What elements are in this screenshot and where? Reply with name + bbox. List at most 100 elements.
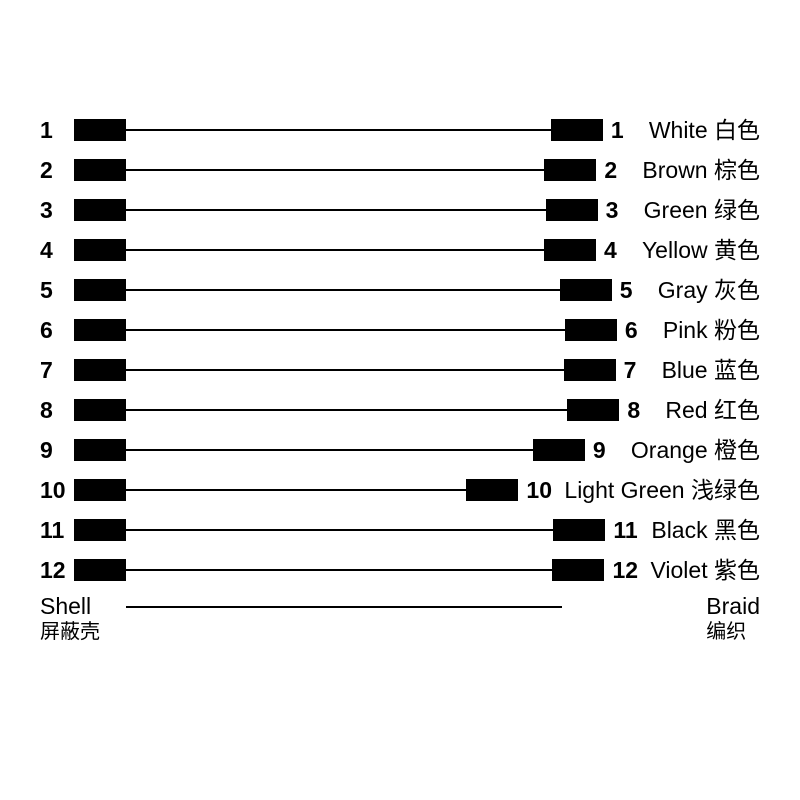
pin-row: 44Yellow 黄色 [40, 230, 760, 270]
pin-block-right [533, 439, 585, 461]
wiring-diagram: 11White 白色22Brown 棕色33Green 绿色44Yellow 黄… [40, 110, 760, 654]
pin-block-right [544, 239, 596, 261]
pin-row: 11White 白色 [40, 110, 760, 150]
pin-block-left [74, 199, 126, 221]
pin-row: 55Gray 灰色 [40, 270, 760, 310]
pin-color-en: Orange [631, 437, 708, 463]
pin-color-en: Light Green [564, 477, 684, 503]
pin-wire [126, 169, 544, 171]
pin-color-label: Orange 橙色 [625, 439, 760, 462]
pin-number-left: 9 [40, 439, 74, 462]
pin-block-right [551, 119, 603, 141]
pin-block-right [564, 359, 616, 381]
pin-row: 1010Light Green 浅绿色 [40, 470, 760, 510]
pin-color-label: Black 黑色 [645, 519, 760, 542]
pin-block-left [74, 559, 126, 581]
pin-block-right [546, 199, 598, 221]
shell-row: Shell 屏蔽壳 Braid 编织 [40, 594, 760, 654]
pin-number-right: 7 [616, 359, 656, 382]
pin-number-right: 3 [598, 199, 638, 222]
pin-color-label: White 白色 [643, 119, 760, 142]
pin-block-right [553, 519, 605, 541]
pin-block-left [74, 159, 126, 181]
pin-color-cn: 绿色 [714, 197, 760, 223]
braid-cn: 编织 [706, 621, 760, 643]
pin-row: 99Orange 橙色 [40, 430, 760, 470]
pin-wire [126, 449, 533, 451]
pin-wire [126, 489, 466, 491]
pin-number-left: 4 [40, 239, 74, 262]
pin-number-right: 6 [617, 319, 657, 342]
pin-color-label: Violet 紫色 [644, 559, 760, 582]
braid-en: Braid [706, 594, 760, 619]
pin-number-right: 11 [605, 519, 645, 542]
pin-color-cn: 黄色 [714, 237, 760, 263]
pin-color-en: Yellow [642, 237, 708, 263]
pin-row: 66Pink 粉色 [40, 310, 760, 350]
pin-row: 1111Black 黑色 [40, 510, 760, 550]
pin-block-right [565, 319, 617, 341]
pin-block-left [74, 119, 126, 141]
pin-block-right [560, 279, 612, 301]
pin-color-en: Gray [658, 277, 708, 303]
pin-color-cn: 红色 [714, 397, 760, 423]
pin-color-label: Brown 棕色 [636, 159, 760, 182]
pin-color-en: Black [651, 517, 707, 543]
pin-number-left: 3 [40, 199, 74, 222]
pin-block-left [74, 359, 126, 381]
pin-color-label: Gray 灰色 [652, 279, 760, 302]
pin-wire [126, 329, 565, 331]
pin-color-cn: 紫色 [714, 557, 760, 583]
pin-number-left: 5 [40, 279, 74, 302]
pin-row: 22Brown 棕色 [40, 150, 760, 190]
pin-color-label: Blue 蓝色 [656, 359, 760, 382]
pin-number-left: 10 [40, 479, 74, 502]
pin-block-right [567, 399, 619, 421]
pin-number-right: 12 [604, 559, 644, 582]
shell-cn: 屏蔽壳 [40, 621, 126, 643]
pin-number-right: 8 [619, 399, 659, 422]
shell-label-left: Shell 屏蔽壳 [40, 594, 126, 643]
pin-color-en: White [649, 117, 708, 143]
pin-wire [126, 529, 553, 531]
pin-block-left [74, 479, 126, 501]
pin-row: 88Red 红色 [40, 390, 760, 430]
pin-wire [126, 569, 552, 571]
pin-color-label: Yellow 黄色 [636, 239, 760, 262]
pin-wire [126, 409, 567, 411]
pin-color-en: Brown [642, 157, 707, 183]
pin-color-cn: 白色 [714, 117, 760, 143]
pin-color-cn: 粉色 [714, 317, 760, 343]
pin-block-right [552, 559, 604, 581]
pin-row: 33Green 绿色 [40, 190, 760, 230]
pin-row: 77Blue 蓝色 [40, 350, 760, 390]
pin-row: 1212Violet 紫色 [40, 550, 760, 590]
pin-number-left: 7 [40, 359, 74, 382]
pin-block-left [74, 319, 126, 341]
pin-color-cn: 蓝色 [714, 357, 760, 383]
pin-color-label: Green 绿色 [638, 199, 760, 222]
pin-number-right: 2 [596, 159, 636, 182]
pin-number-left: 2 [40, 159, 74, 182]
pin-block-right [466, 479, 518, 501]
pin-block-left [74, 519, 126, 541]
pin-block-left [74, 279, 126, 301]
shell-wire-wrap [126, 606, 614, 608]
pin-block-left [74, 239, 126, 261]
pin-color-cn: 黑色 [714, 517, 760, 543]
braid-label: Braid 编织 [706, 594, 760, 643]
pin-color-en: Violet [650, 557, 707, 583]
pin-wire [126, 289, 560, 291]
pin-block-left [74, 439, 126, 461]
pin-color-en: Green [644, 197, 708, 223]
pin-number-left: 11 [40, 519, 74, 542]
pin-color-label: Pink 粉色 [657, 319, 760, 342]
pin-number-right: 4 [596, 239, 636, 262]
pin-wire [126, 249, 544, 251]
pin-wire [126, 369, 564, 371]
pin-block-left [74, 399, 126, 421]
pin-wire [126, 129, 551, 131]
pin-color-label: Red 红色 [659, 399, 760, 422]
pin-wire [126, 209, 546, 211]
pin-number-right: 10 [518, 479, 558, 502]
